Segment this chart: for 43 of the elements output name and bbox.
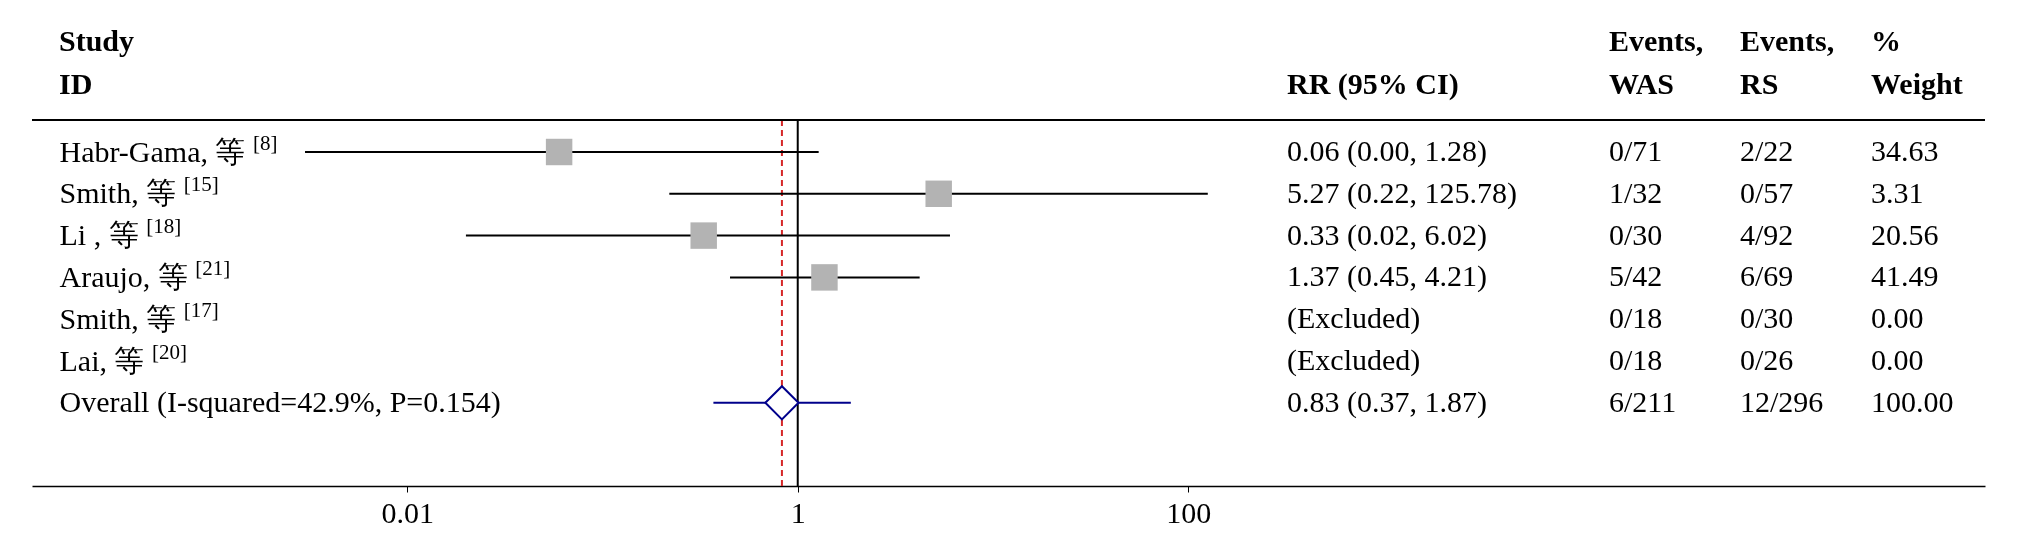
text: 12/296 [1740, 384, 1824, 418]
text: 100.00 [1871, 384, 1954, 418]
text: 34.63 [1871, 134, 1939, 167]
text: 0.33 (0.02, 6.02) [1287, 217, 1487, 251]
text: 0.00 [1871, 343, 1924, 376]
x-tick-label: 0.01 [381, 495, 434, 529]
category-label: Events, RS [1740, 24, 1835, 100]
text: 0/30 [1740, 301, 1794, 335]
y-tick-label: Habr-Gama, 等 $^{[8]}$ [59, 130, 278, 168]
x-tick-label: 100 [1166, 495, 1212, 529]
category-label: % Weight [1871, 24, 1963, 100]
text: 0.00 [1871, 301, 1924, 335]
text: (Excluded) [1287, 301, 1421, 335]
x-tick-label: 1 [790, 495, 806, 529]
text: 0/18 [1609, 301, 1663, 335]
text: 6/69 [1740, 259, 1794, 293]
y-tick-label: Smith, 等 $^{[15]}$ [59, 172, 219, 210]
category-label: RR (95% CI) [1287, 67, 1459, 101]
text: 0/26 [1740, 343, 1794, 376]
text: (Excluded) [1287, 343, 1421, 376]
text: 5/42 [1609, 259, 1663, 293]
text: 2/22 [1740, 134, 1794, 167]
text: 0/71 [1609, 134, 1663, 167]
text: 0.83 (0.37, 1.87) [1287, 384, 1487, 418]
text: 3.31 [1871, 175, 1924, 209]
text: 0.06 (0.00, 1.28) [1287, 134, 1487, 167]
text: 0/57 [1740, 175, 1794, 209]
text: 4/92 [1740, 217, 1794, 251]
text: 6/211 [1609, 384, 1677, 418]
text: 0/30 [1609, 217, 1663, 251]
text: 5.27 (0.22, 125.78) [1287, 175, 1517, 209]
y-tick-label: Overall (I-squared=42.9%, P=0.154) [59, 385, 501, 420]
y-axis-title: Study ID [59, 24, 135, 100]
y-tick-label: Lai, 等 $^{[20]}$ [59, 339, 187, 377]
y-tick-label: Araujo, 等 $^{[21]}$ [59, 255, 231, 293]
text: 41.49 [1871, 259, 1939, 293]
text: 1.37 (0.45, 4.21) [1287, 259, 1487, 293]
category-label: Events, WAS [1609, 24, 1704, 100]
y-tick-label: Smith, 等 $^{[17]}$ [59, 297, 219, 335]
text: 1/32 [1609, 175, 1663, 209]
text: 0/18 [1609, 343, 1663, 376]
text: 20.56 [1871, 217, 1939, 251]
y-tick-label: Li , 等 $^{[18]}$ [59, 214, 182, 252]
